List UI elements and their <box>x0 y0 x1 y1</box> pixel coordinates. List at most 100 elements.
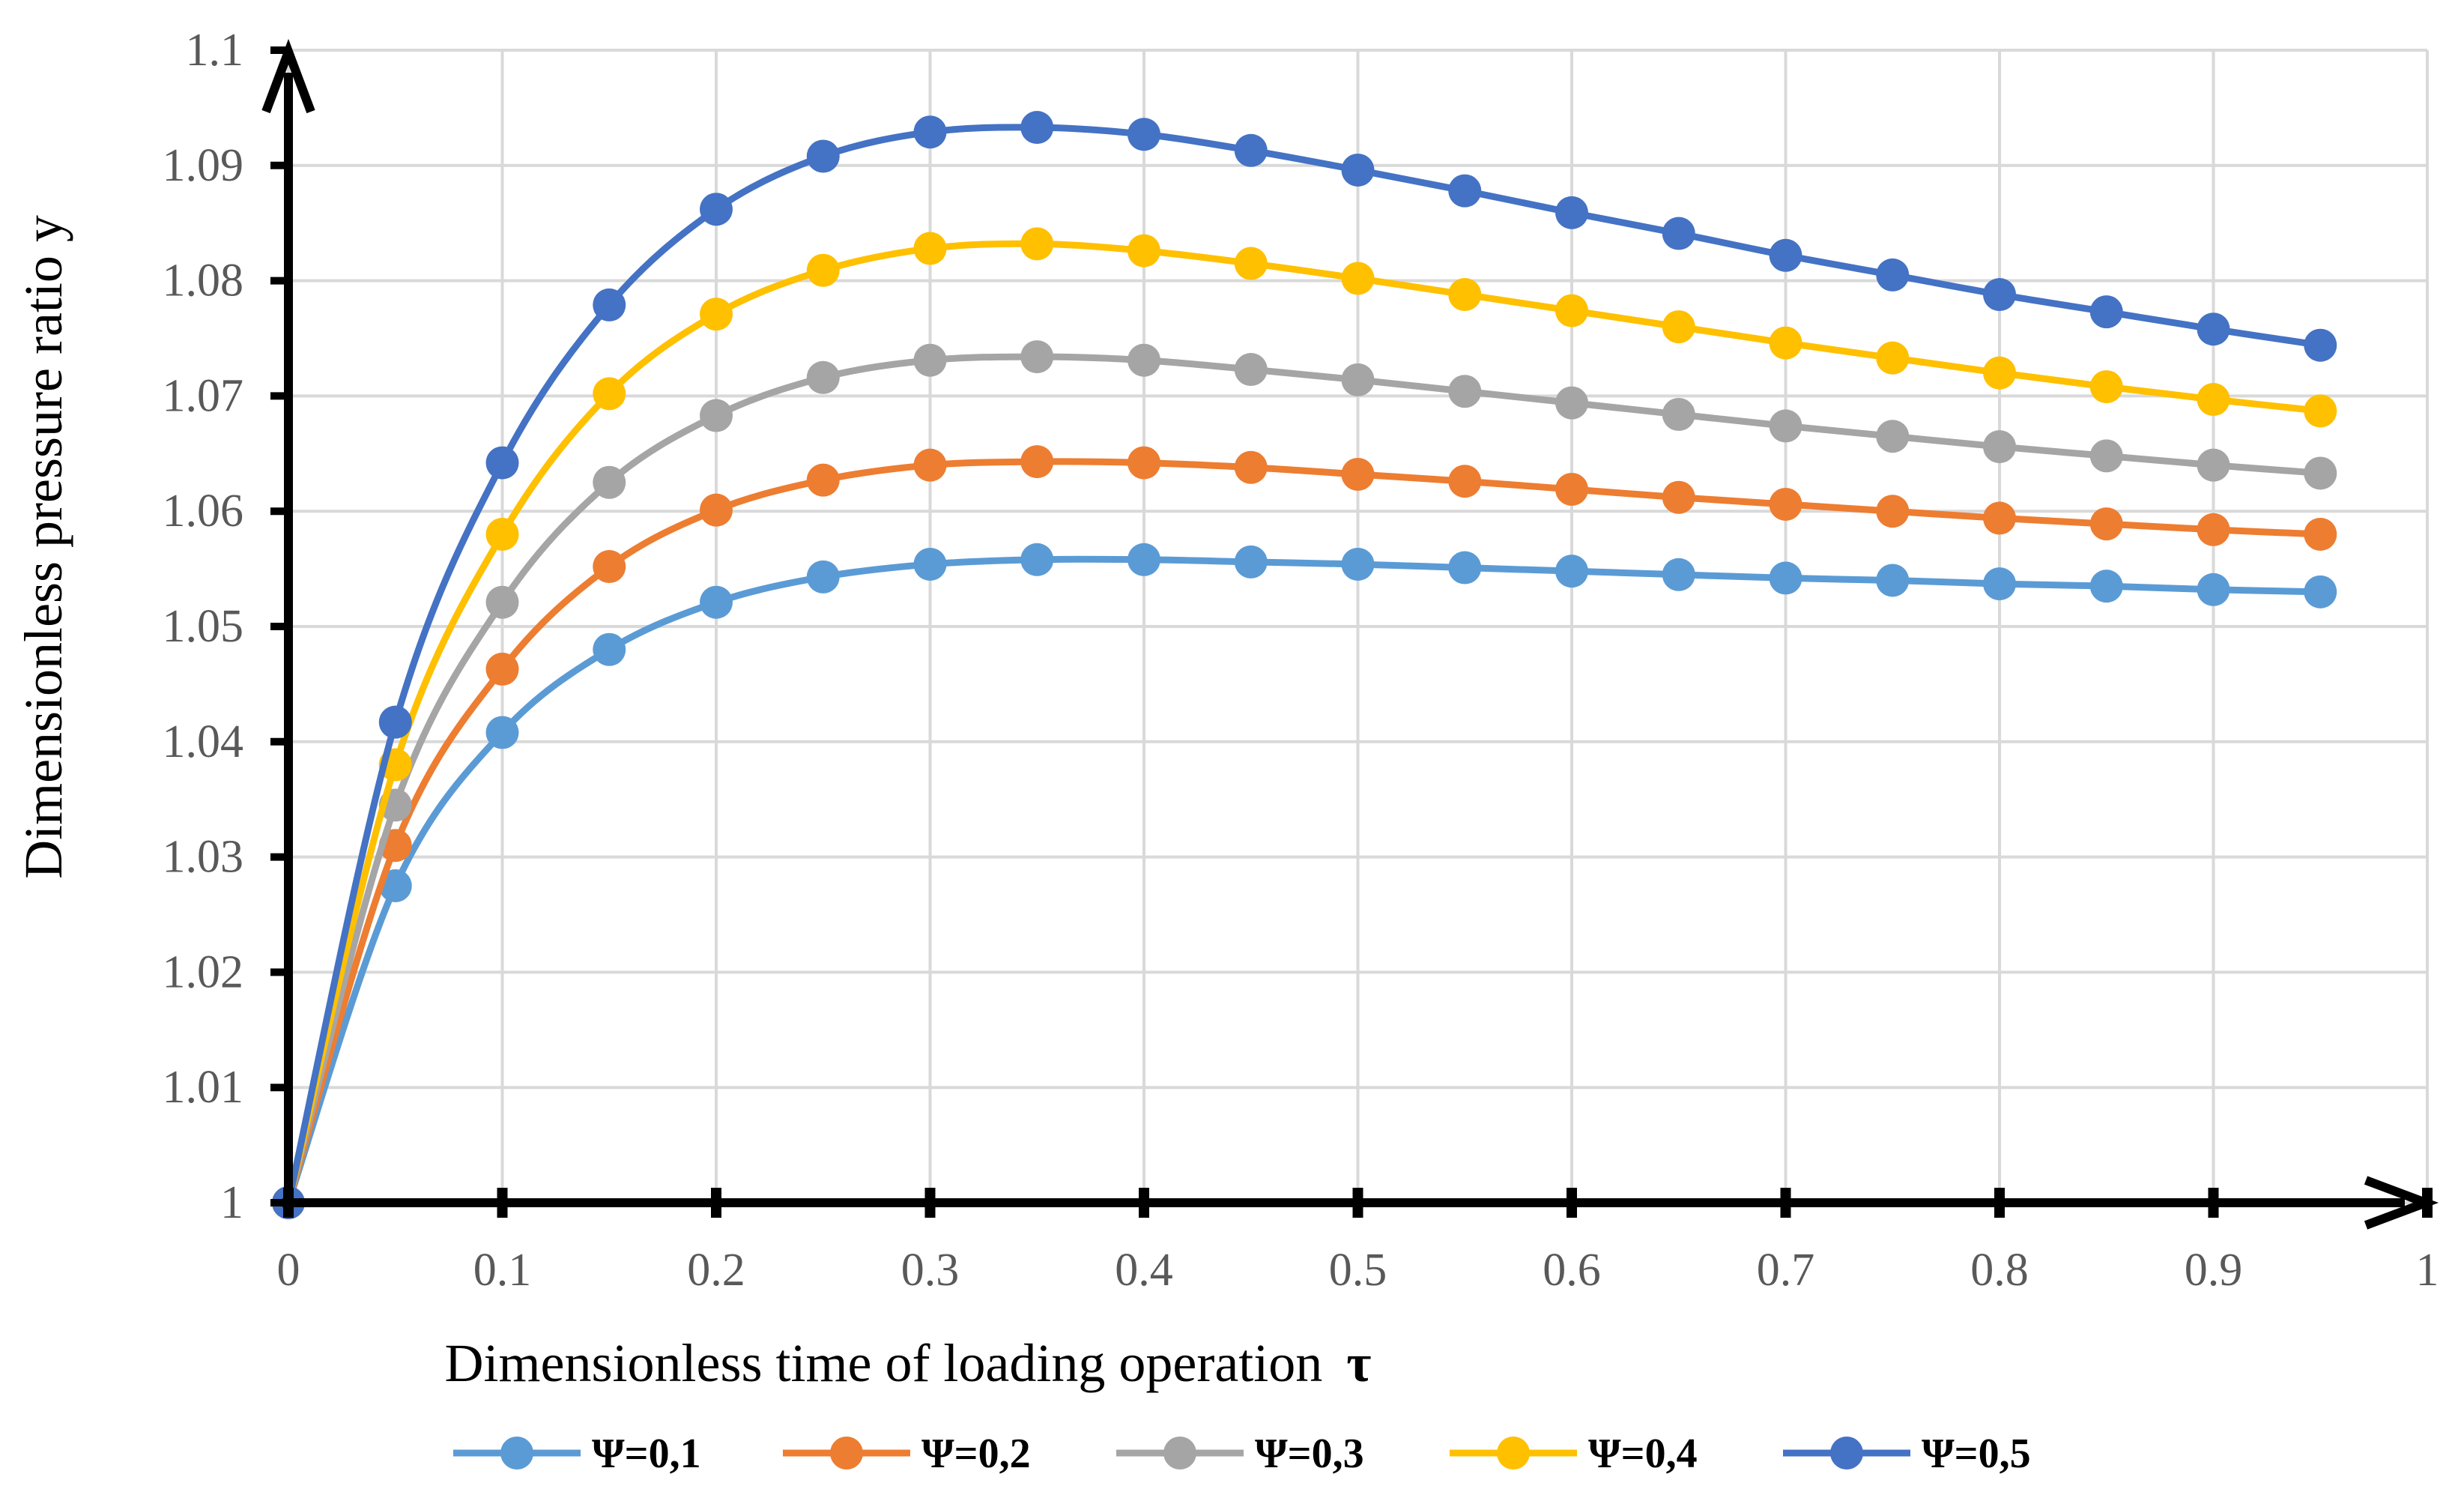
data-point <box>700 298 733 331</box>
y-tick-label: 1.02 <box>163 946 244 997</box>
data-point <box>378 705 412 739</box>
data-point <box>1341 457 1375 491</box>
data-point <box>593 465 626 499</box>
data-point <box>485 446 519 480</box>
data-point <box>1555 472 1588 506</box>
y-tick-label: 1.04 <box>163 716 244 767</box>
data-point <box>913 115 947 149</box>
legend-marker <box>1830 1437 1863 1470</box>
y-tick-label: 1.06 <box>163 486 244 537</box>
legend-item-3: Ψ=0,3 <box>1116 1431 1364 1477</box>
data-point <box>1020 227 1054 261</box>
data-point <box>913 448 947 482</box>
legend-label: Ψ=0,3 <box>1255 1431 1364 1477</box>
data-point <box>1234 450 1268 484</box>
legend-marker <box>500 1437 533 1470</box>
data-point <box>1769 561 1802 595</box>
data-point <box>1983 278 2016 312</box>
data-point <box>1448 278 1482 312</box>
series-line <box>285 353 2321 1204</box>
y-tick-label: 1.03 <box>163 832 244 883</box>
data-point <box>1769 238 1802 272</box>
data-point <box>1555 386 1588 420</box>
data-point <box>1020 445 1054 479</box>
data-point <box>1983 356 2016 390</box>
data-point <box>1662 217 1695 250</box>
x-axis-title-text: Dimensionless time of loading operation <box>445 1333 1323 1393</box>
data-point <box>1555 555 1588 588</box>
data-point <box>700 193 733 226</box>
data-point <box>1234 133 1268 167</box>
data-point <box>2304 456 2337 490</box>
data-point <box>1876 341 1910 375</box>
legend-marker <box>1497 1437 1530 1470</box>
data-point <box>2197 448 2230 482</box>
x-tick-label: 0.5 <box>1329 1245 1387 1296</box>
y-tick-label: 1.09 <box>163 140 244 191</box>
data-point <box>806 360 840 394</box>
data-point <box>2089 570 2123 603</box>
data-point <box>700 399 733 432</box>
x-tick-label: 0.8 <box>1970 1245 2029 1296</box>
data-point <box>2304 394 2337 428</box>
tick-labels: 1 1.01 1.02 1.03 1.04 1.05 1.06 1.07 1.08 1.09 1.1… <box>163 25 2439 1296</box>
x-tick-label: 0.6 <box>1543 1245 1601 1296</box>
series-line <box>285 458 2321 1204</box>
data-point <box>806 463 840 497</box>
data-point <box>485 716 519 749</box>
y-tick-label: 1.07 <box>163 370 244 421</box>
data-point <box>1769 326 1802 360</box>
data-point <box>806 139 840 173</box>
data-point <box>593 550 626 584</box>
data-point <box>2197 573 2230 606</box>
x-axis-title: Dimensionless time of loading operation … <box>445 1333 1372 1393</box>
data-point <box>2304 328 2337 362</box>
data-point <box>1876 564 1910 597</box>
data-point <box>485 652 519 686</box>
data-point <box>806 560 840 594</box>
series-line <box>285 240 2321 1204</box>
data-point <box>2197 312 2230 346</box>
data-point <box>2197 383 2230 417</box>
data-point <box>1555 294 1588 327</box>
data-point <box>1127 234 1160 268</box>
data-point <box>593 377 626 411</box>
data-point <box>2304 517 2337 551</box>
data-point <box>1127 446 1160 480</box>
x-tick-label: 0.9 <box>2185 1245 2243 1296</box>
data-point <box>913 343 947 377</box>
series-1 <box>272 543 2337 1219</box>
data-point <box>1983 567 2016 601</box>
legend-label: Ψ=0,2 <box>921 1431 1031 1477</box>
data-point <box>485 517 519 551</box>
x-tick-label: 1 <box>2416 1245 2439 1296</box>
data-point <box>700 493 733 527</box>
data-point <box>1448 465 1482 498</box>
legend-item-2: Ψ=0,2 <box>783 1431 1031 1477</box>
legend-label: Ψ=0,1 <box>592 1431 701 1477</box>
y-tick-label: 1.08 <box>163 256 244 306</box>
y-axis-title: Dimensionless pressure ratio y <box>13 215 73 879</box>
data-point <box>1448 375 1482 408</box>
data-point <box>1020 543 1054 576</box>
data-point <box>485 585 519 619</box>
series-2 <box>272 445 2337 1219</box>
data-point <box>2089 439 2123 473</box>
data-point <box>378 869 412 903</box>
data-point <box>1662 398 1695 432</box>
data-point <box>593 632 626 666</box>
data-point <box>1876 420 1910 453</box>
x-tick-label: 0.1 <box>473 1245 532 1296</box>
data-point <box>806 253 840 287</box>
y-tick-label: 1.1 <box>186 25 244 76</box>
data-point <box>1234 545 1268 579</box>
data-point <box>1448 174 1482 208</box>
data-point <box>2089 295 2123 329</box>
data-point <box>1448 551 1482 585</box>
data-point <box>700 585 733 619</box>
data-point <box>1876 258 1910 292</box>
legend-marker <box>1163 1437 1196 1470</box>
data-point <box>1234 247 1268 280</box>
data-point <box>2304 575 2337 608</box>
